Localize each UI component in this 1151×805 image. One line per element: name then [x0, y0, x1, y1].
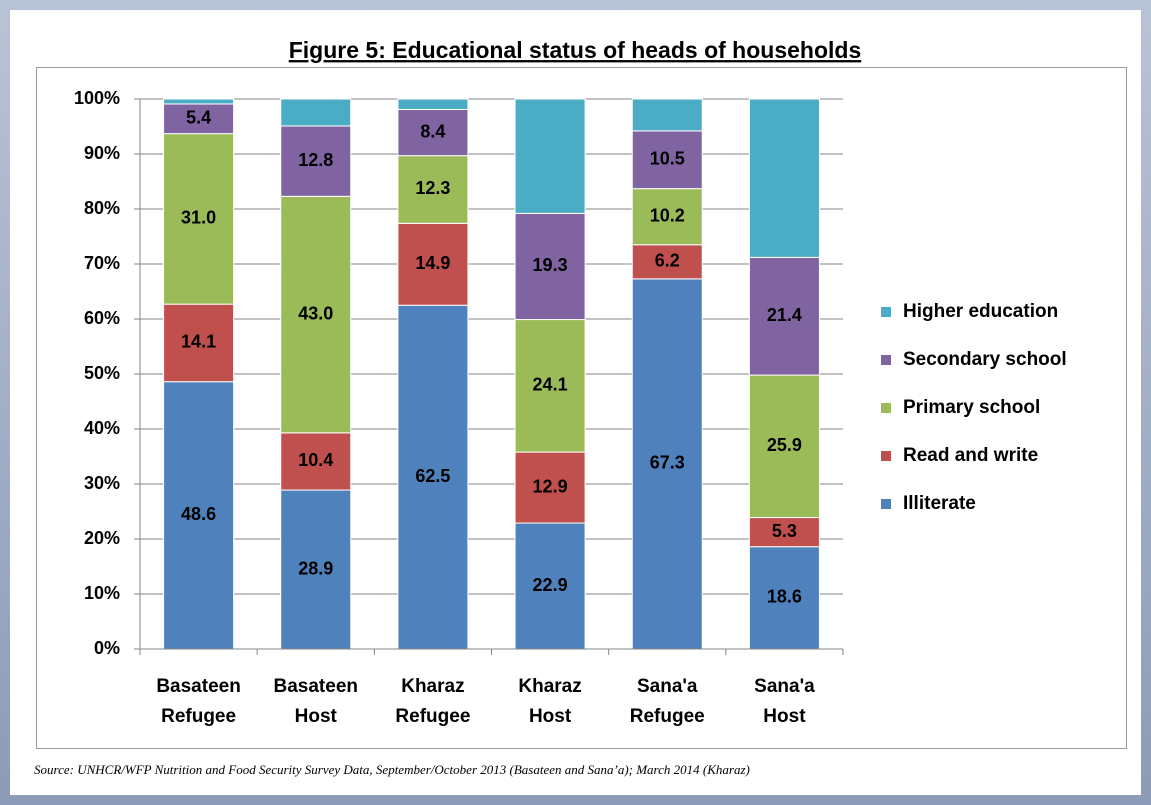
- bar-segment: [280, 98, 352, 127]
- legend-swatch: [881, 451, 891, 461]
- bar-segment: [748, 517, 820, 548]
- data-label: 12.8: [298, 150, 333, 170]
- data-label: 31.0: [181, 208, 216, 228]
- source-note: Source: UNHCR/WFP Nutrition and Food Sec…: [34, 762, 750, 777]
- bar-segment: [514, 522, 586, 650]
- legend-swatch: [881, 499, 891, 509]
- data-label: 28.9: [298, 558, 333, 578]
- bar-segment: [163, 103, 235, 135]
- x-tick-label: Basateen Host: [274, 676, 359, 727]
- legend-label: Illiterate: [903, 493, 976, 514]
- chart-title: Figure 5: Educational status of heads of…: [289, 37, 862, 63]
- y-tick-label: 90%: [84, 143, 120, 163]
- legend-swatch: [881, 307, 891, 317]
- data-label: 12.9: [533, 476, 568, 496]
- data-label: 14.1: [181, 332, 216, 352]
- data-label: 25.9: [767, 435, 802, 455]
- legend-swatch: [881, 355, 891, 365]
- legend-label: Read and write: [903, 445, 1038, 466]
- legend-swatch: [881, 403, 891, 413]
- legend-label: Primary school: [903, 397, 1040, 418]
- bar-segment: [397, 108, 469, 157]
- bar-segment: [163, 98, 235, 105]
- bar-segment: [631, 244, 703, 280]
- bar-segment: [280, 125, 352, 197]
- data-label: 8.4: [420, 121, 445, 141]
- x-tick-label: Sana'a Host: [754, 676, 815, 727]
- data-label: 10.2: [650, 205, 685, 225]
- x-tick-label: Sana'a Refugee: [630, 676, 705, 727]
- bar-segment: [280, 432, 352, 491]
- data-label: 48.6: [181, 504, 216, 524]
- data-label: 62.5: [415, 466, 450, 486]
- bar-segment: [748, 98, 820, 258]
- data-label: 24.1: [533, 375, 568, 395]
- legend-label: Higher education: [903, 301, 1058, 322]
- y-tick-label: 30%: [84, 473, 120, 493]
- y-tick-label: 70%: [84, 253, 120, 273]
- bar-segment: [514, 212, 586, 321]
- y-tick-label: 100%: [74, 88, 120, 108]
- x-tick-label: Kharaz Host: [518, 676, 581, 727]
- bar-segment: [748, 546, 820, 650]
- bar-segment: [397, 155, 469, 224]
- y-tick-label: 50%: [84, 363, 120, 383]
- bar-segment: [397, 304, 469, 650]
- y-tick-label: 0%: [94, 638, 120, 658]
- y-tick-label: 40%: [84, 418, 120, 438]
- data-label: 67.3: [650, 453, 685, 473]
- bar-segment: [280, 195, 352, 434]
- data-label: 43.0: [298, 303, 333, 323]
- data-label: 18.6: [767, 587, 802, 607]
- data-label: 6.2: [655, 251, 680, 271]
- data-label: 5.4: [186, 108, 211, 128]
- data-label: 21.4: [767, 305, 802, 325]
- x-tick-label: Basateen Refugee: [156, 676, 241, 727]
- bar-segment: [514, 98, 586, 214]
- bar-segment: [748, 374, 820, 519]
- y-tick-label: 80%: [84, 198, 120, 218]
- bar-segment: [280, 489, 352, 650]
- bar-segment: [397, 98, 469, 110]
- bar-segment: [397, 222, 469, 306]
- data-label: 14.9: [415, 253, 450, 273]
- y-tick-label: 20%: [84, 528, 120, 548]
- bar-segment: [514, 451, 586, 524]
- data-label: 22.9: [533, 575, 568, 595]
- y-tick-label: 60%: [84, 308, 120, 328]
- data-label: 5.3: [772, 521, 797, 541]
- x-tick-label: Kharaz Refugee: [395, 676, 470, 727]
- bar-segment: [631, 98, 703, 132]
- bar-segment: [163, 303, 235, 383]
- bar-segment: [514, 319, 586, 453]
- bar-segment: [631, 130, 703, 190]
- data-label: 12.3: [415, 178, 450, 198]
- data-label: 10.5: [650, 149, 685, 169]
- y-tick-label: 10%: [84, 583, 120, 603]
- legend-label: Secondary school: [903, 349, 1067, 370]
- data-label: 19.3: [533, 255, 568, 275]
- data-label: 10.4: [298, 450, 333, 470]
